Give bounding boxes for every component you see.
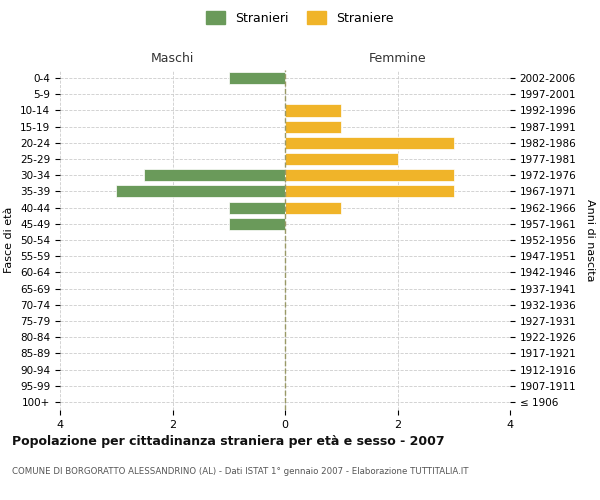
Bar [229, 72, 285, 84]
Bar [229, 202, 285, 213]
Bar [116, 186, 285, 198]
Text: Femmine: Femmine [368, 52, 427, 65]
Bar [285, 186, 454, 198]
Bar [229, 218, 285, 230]
Text: Popolazione per cittadinanza straniera per età e sesso - 2007: Popolazione per cittadinanza straniera p… [12, 435, 445, 448]
Text: COMUNE DI BORGORATTO ALESSANDRINO (AL) - Dati ISTAT 1° gennaio 2007 - Elaborazio: COMUNE DI BORGORATTO ALESSANDRINO (AL) -… [12, 468, 469, 476]
Bar [285, 137, 454, 149]
Text: Maschi: Maschi [151, 52, 194, 65]
Bar [285, 202, 341, 213]
Bar [285, 104, 341, 117]
Bar [285, 169, 454, 181]
Bar [285, 153, 398, 165]
Bar [145, 169, 285, 181]
Y-axis label: Anni di nascita: Anni di nascita [585, 198, 595, 281]
Legend: Stranieri, Straniere: Stranieri, Straniere [206, 11, 394, 25]
Y-axis label: Fasce di età: Fasce di età [4, 207, 14, 273]
Bar [285, 120, 341, 132]
